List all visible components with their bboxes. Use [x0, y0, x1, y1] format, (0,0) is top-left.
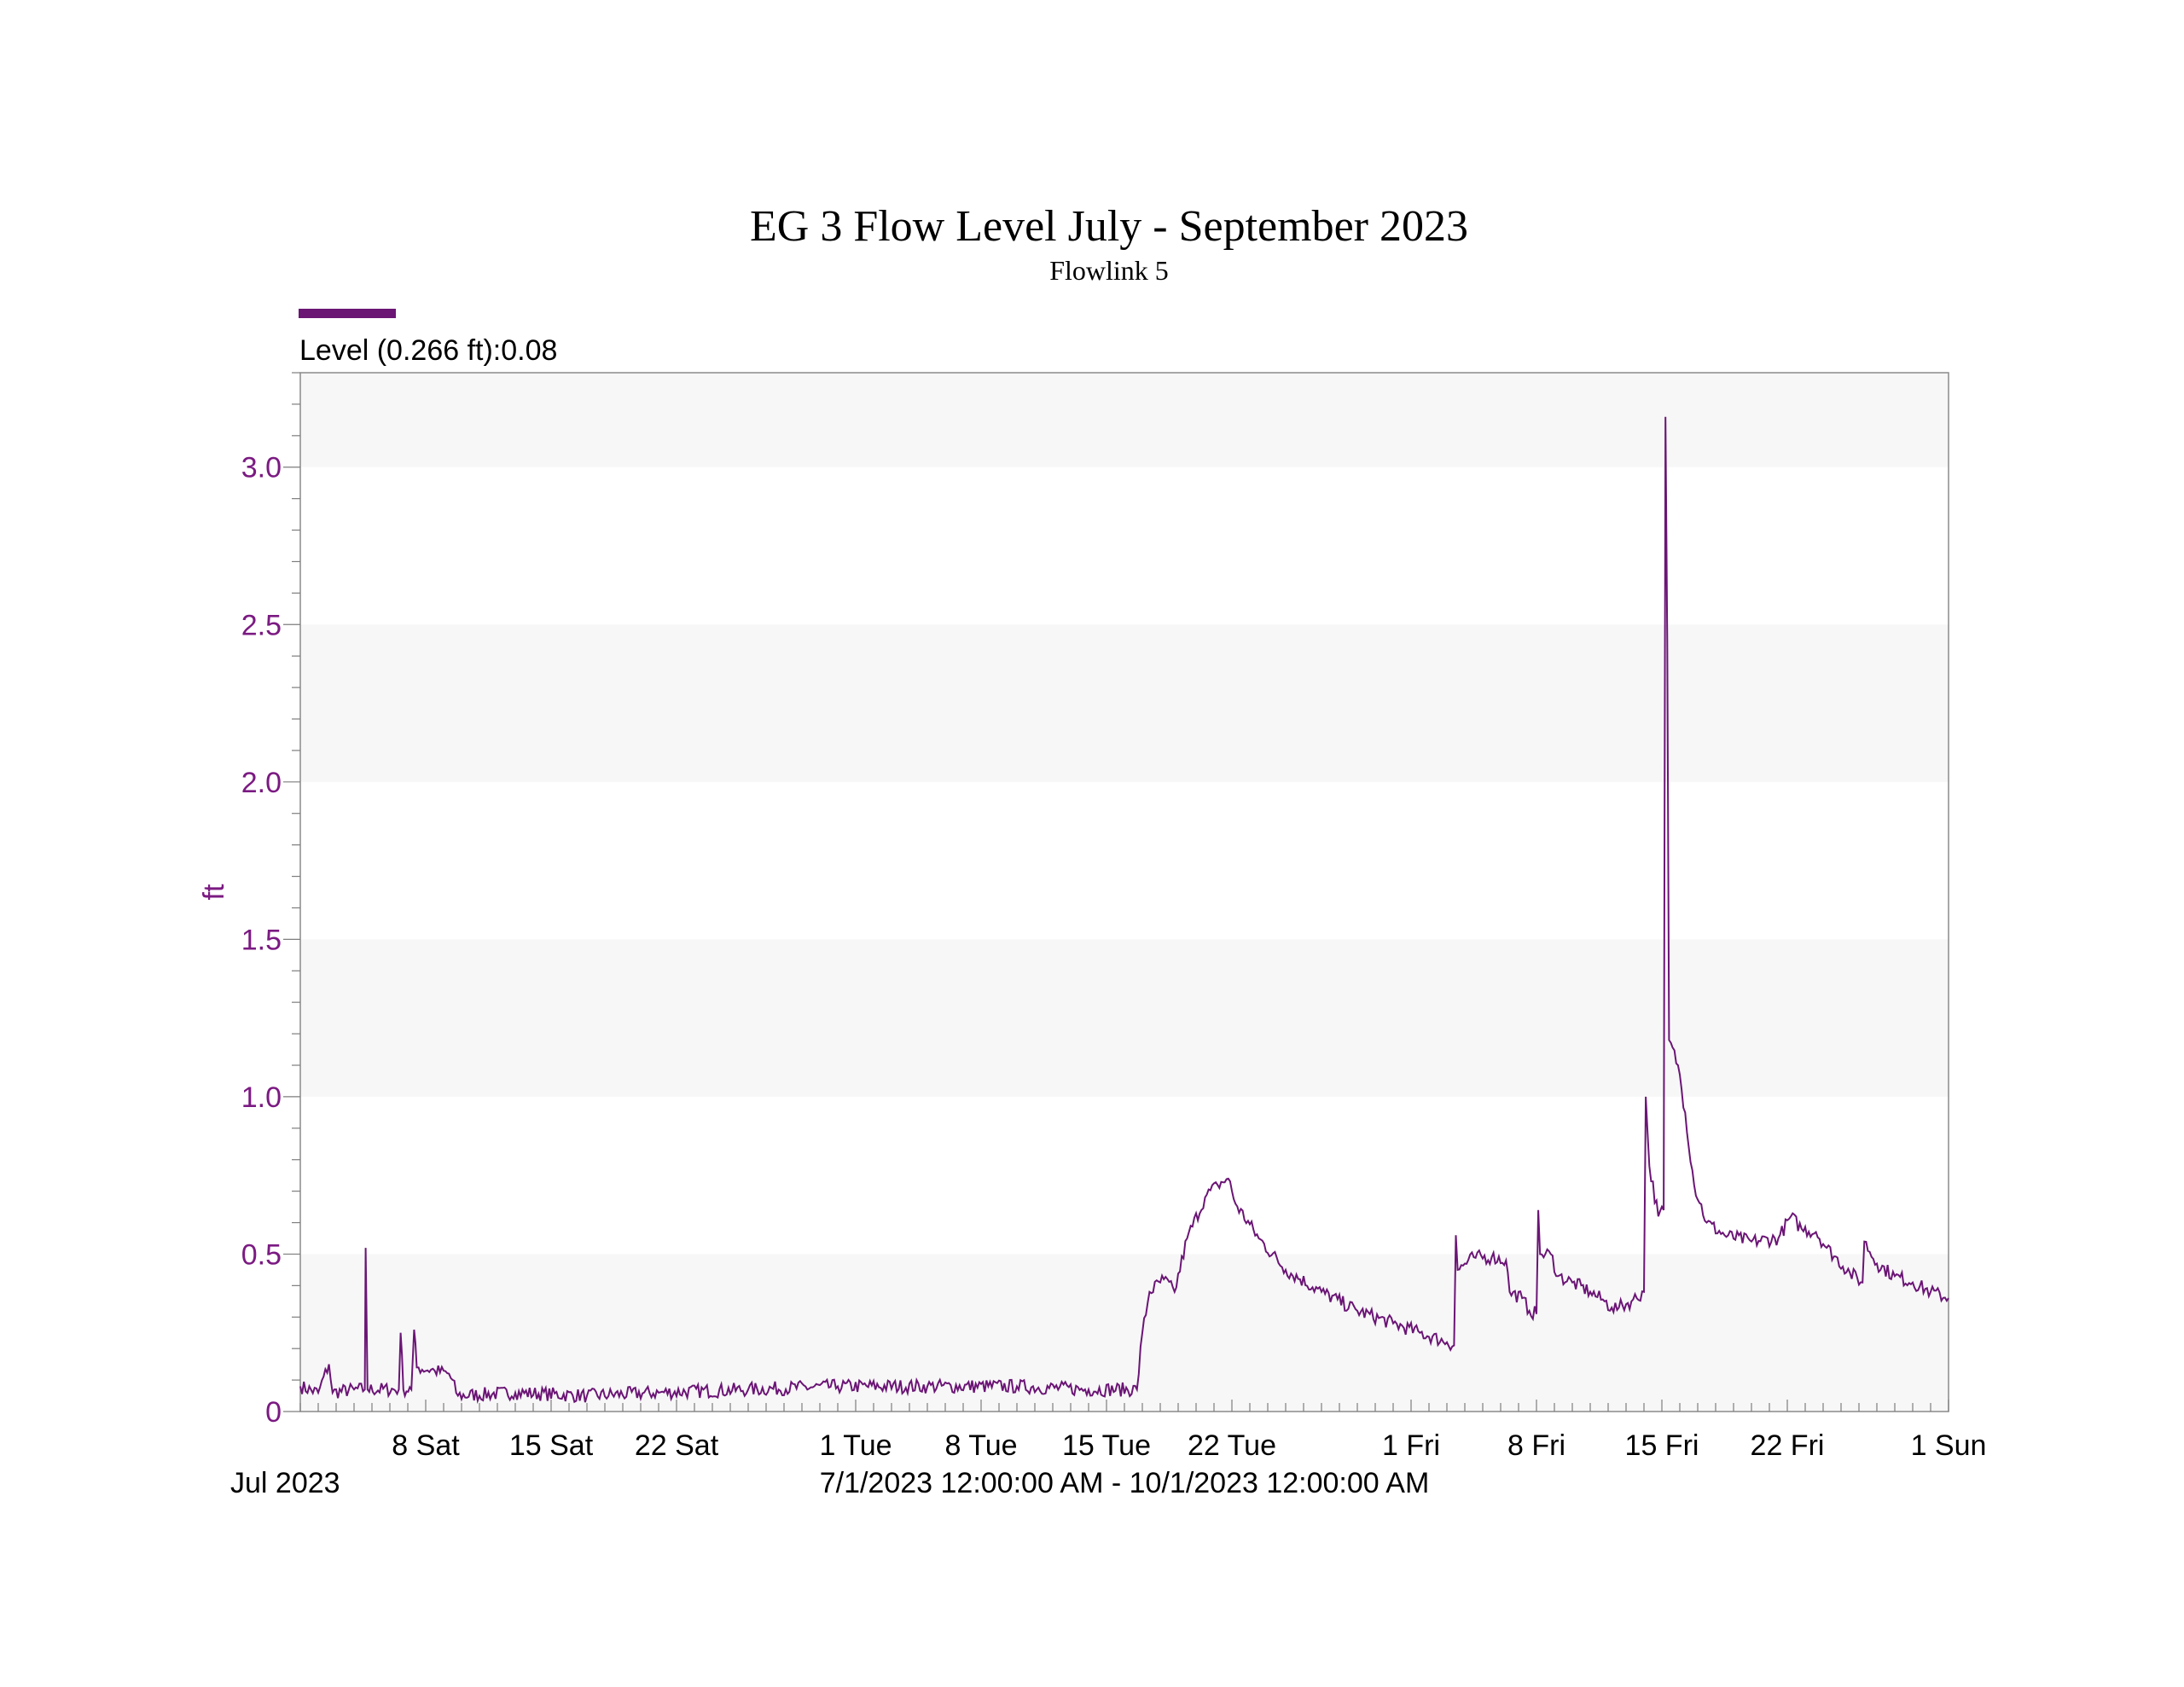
x-tick-label: 15 Fri — [1625, 1429, 1699, 1462]
x-start-label: Jul 2023 — [230, 1467, 340, 1499]
grid-band — [300, 624, 1949, 782]
grid-band — [300, 373, 1949, 467]
y-tick-label: 1.0 — [241, 1081, 282, 1114]
y-tick-label: 0.5 — [241, 1238, 282, 1271]
chart-subtitle: Flowlink 5 — [1049, 255, 1169, 286]
y-tick-label: 3.0 — [241, 452, 282, 484]
x-range-label: 7/1/2023 12:00:00 AM - 10/1/2023 12:00:0… — [820, 1467, 1430, 1499]
x-tick-label: 8 Fri — [1507, 1429, 1565, 1462]
x-tick-label: 15 Tue — [1062, 1429, 1151, 1462]
x-tick-label: 8 Sat — [392, 1429, 460, 1462]
x-tick-label: 1 Tue — [819, 1429, 892, 1462]
y-tick-label: 2.0 — [241, 767, 282, 799]
x-tick-label: 15 Sat — [509, 1429, 594, 1462]
chart-title: EG 3 Flow Level July - September 2023 — [750, 202, 1468, 251]
plot-bands — [300, 373, 1949, 1412]
x-tick-label: 1 Fri — [1382, 1429, 1440, 1462]
y-tick-label: 2.5 — [241, 609, 282, 641]
x-tick-label: 8 Tue — [944, 1429, 1017, 1462]
x-axis: 8 Sat 15 Sat 22 Sat 1 Tue 8 Tue 15 Tue 22 Tue 1… — [299, 1400, 1987, 1462]
x-tick-label: 22 Tue — [1188, 1429, 1276, 1462]
grid-band — [300, 1254, 1949, 1412]
x-tick-label: 22 Sat — [635, 1429, 719, 1462]
x-tick-label: 22 Fri — [1751, 1429, 1825, 1462]
x-tick-label: 1 Sun — [1911, 1429, 1987, 1462]
y-tick-label: 0 — [265, 1396, 282, 1429]
y-axis-label: ft — [198, 884, 230, 900]
y-tick-label: 1.5 — [241, 924, 282, 956]
y-axis: 0 0.5 1.0 1.5 2.0 2.5 3.0 — [241, 372, 300, 1429]
grid-band — [300, 939, 1949, 1097]
legend-label: Level (0.266 ft):0.08 — [299, 334, 557, 367]
level-series-line — [299, 416, 1949, 1405]
legend-swatch — [299, 309, 396, 318]
